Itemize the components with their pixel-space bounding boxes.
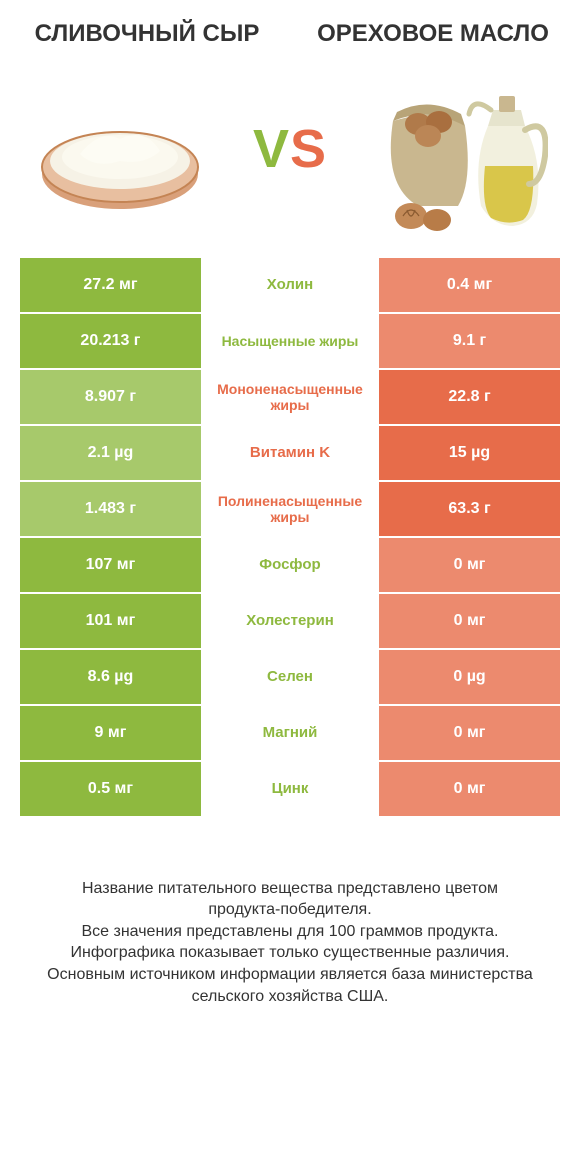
- table-row: 101 мгХолестерин0 мг: [20, 594, 560, 650]
- vs-v: V: [253, 119, 290, 179]
- right-value: 0.4 мг: [379, 258, 560, 312]
- left-value: 0.5 мг: [20, 762, 201, 816]
- table-row: 1.483 гПолиненасыщенные жиры63.3 г: [20, 482, 560, 538]
- nutrient-label: Холестерин: [201, 594, 379, 648]
- nutrient-label: Фосфор: [201, 538, 379, 592]
- vs-s: S: [290, 119, 327, 179]
- table-row: 8.907 гМононенасыщенные жиры22.8 г: [20, 370, 560, 426]
- right-product-title: ОРЕХОВОЕ МАСЛО: [316, 20, 550, 48]
- left-value: 8.907 г: [20, 370, 201, 424]
- nutrient-label: Витамин K: [201, 426, 379, 480]
- vs-label: VS: [253, 118, 327, 180]
- table-row: 2.1 µgВитамин K15 µg: [20, 426, 560, 482]
- footnote-line: Инфографика показывает только существенн…: [32, 942, 548, 964]
- left-product-image: [30, 64, 210, 234]
- right-value: 9.1 г: [379, 314, 560, 368]
- left-value: 1.483 г: [20, 482, 201, 536]
- left-value: 2.1 µg: [20, 426, 201, 480]
- table-row: 27.2 мгХолин0.4 мг: [20, 258, 560, 314]
- right-value: 63.3 г: [379, 482, 560, 536]
- table-row: 8.6 µgСелен0 µg: [20, 650, 560, 706]
- left-value: 101 мг: [20, 594, 201, 648]
- comparison-table: 27.2 мгХолин0.4 мг20.213 гНасыщенные жир…: [20, 258, 560, 818]
- left-product-title: СЛИВОЧНЫЙ СЫР: [30, 20, 264, 48]
- right-product-image: [370, 64, 550, 234]
- nut-oil-icon: [373, 66, 548, 231]
- right-value: 0 µg: [379, 650, 560, 704]
- right-value: 0 мг: [379, 762, 560, 816]
- images-row: VS: [20, 58, 560, 258]
- footnote-line: Все значения представлены для 100 граммо…: [32, 921, 548, 943]
- nutrient-label: Полиненасыщенные жиры: [201, 482, 379, 536]
- table-row: 9 мгМагний0 мг: [20, 706, 560, 762]
- cream-cheese-icon: [35, 79, 205, 219]
- left-value: 20.213 г: [20, 314, 201, 368]
- table-row: 20.213 гНасыщенные жиры9.1 г: [20, 314, 560, 370]
- left-value: 107 мг: [20, 538, 201, 592]
- right-value: 0 мг: [379, 538, 560, 592]
- left-value: 27.2 мг: [20, 258, 201, 312]
- nutrient-label: Насыщенные жиры: [201, 314, 379, 368]
- nutrient-label: Цинк: [201, 762, 379, 816]
- footnote-line: Основным источником информации является …: [32, 964, 548, 1007]
- left-value: 9 мг: [20, 706, 201, 760]
- table-row: 107 мгФосфор0 мг: [20, 538, 560, 594]
- footnote-line: Название питательного вещества представл…: [32, 878, 548, 921]
- infographic-container: СЛИВОЧНЫЙ СЫР ОРЕХОВОЕ МАСЛО VS: [0, 0, 580, 1007]
- nutrient-label: Мононенасыщенные жиры: [201, 370, 379, 424]
- right-value: 0 мг: [379, 706, 560, 760]
- right-value: 15 µg: [379, 426, 560, 480]
- left-value: 8.6 µg: [20, 650, 201, 704]
- right-value: 22.8 г: [379, 370, 560, 424]
- header: СЛИВОЧНЫЙ СЫР ОРЕХОВОЕ МАСЛО: [20, 20, 560, 58]
- footnote: Название питательного вещества представл…: [20, 818, 560, 1008]
- nutrient-label: Селен: [201, 650, 379, 704]
- right-value: 0 мг: [379, 594, 560, 648]
- table-row: 0.5 мгЦинк0 мг: [20, 762, 560, 818]
- nutrient-label: Холин: [201, 258, 379, 312]
- nutrient-label: Магний: [201, 706, 379, 760]
